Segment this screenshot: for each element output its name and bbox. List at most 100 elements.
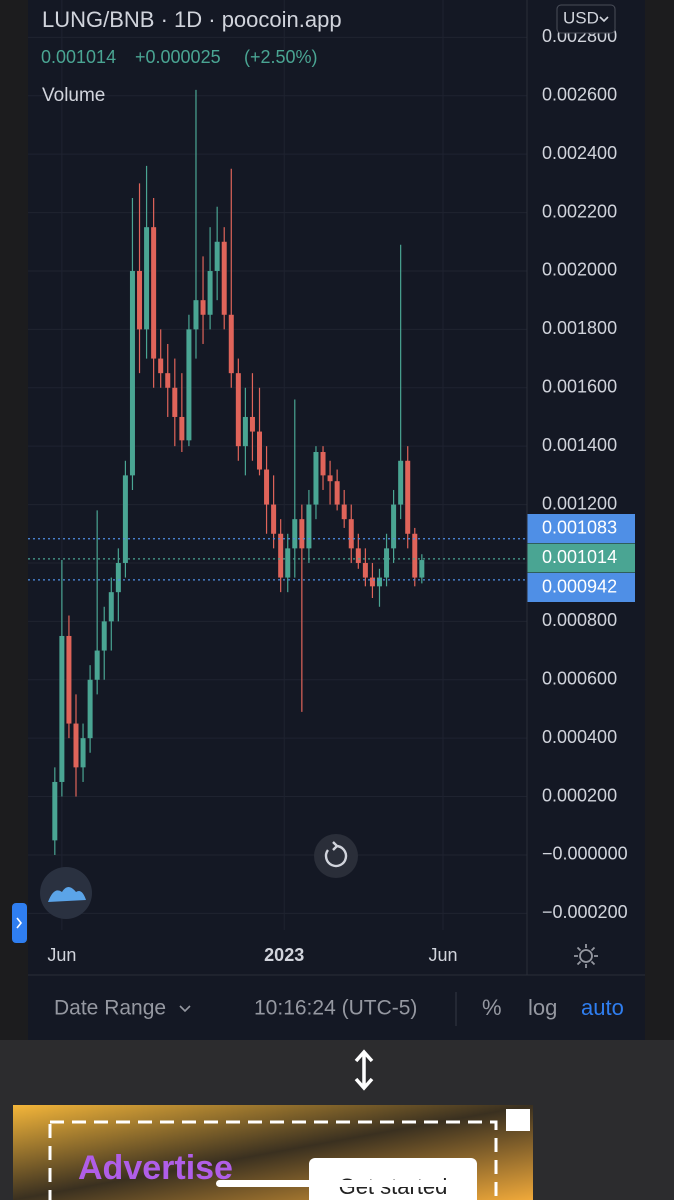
resize-icon[interactable] [354,1049,374,1091]
price-label: 0.000942 [542,576,617,596]
price-label: 0.001014 [542,547,617,567]
candle-body [122,475,128,563]
reset-button[interactable] [314,834,358,878]
candle-body [405,460,411,534]
ad-button[interactable] [309,1158,477,1200]
candle-body [80,738,86,768]
candle-body [66,635,72,724]
y-tick-label: 0.000800 [542,610,617,630]
candle-body [165,373,171,388]
candle-body [52,781,58,841]
home-indicator [216,1180,458,1187]
x-tick-label: 2023 [264,945,304,965]
candle-body [334,481,340,505]
logo-icon [48,887,86,902]
candle-body [137,270,143,330]
candle-body [320,452,326,476]
candle-body [327,475,333,482]
price-label-box [527,543,635,573]
candle-body [362,562,368,578]
candle-body [249,416,255,432]
auto-toggle[interactable]: auto [581,995,624,1020]
candle-body [235,373,241,447]
date-range-chevron [179,1005,191,1013]
price-label-box [527,514,635,543]
legend-change: +0.000025 [135,47,221,67]
side-tab[interactable] [12,903,27,943]
reset-arrow [332,841,339,851]
candle-body [151,227,157,359]
candle-body [341,504,347,520]
candle-body [158,358,164,374]
y-tick-label: 0.001200 [542,493,617,513]
y-tick-label: 0.001400 [542,435,617,455]
candle-body [129,270,135,476]
y-tick-label: −0.000200 [542,902,628,922]
candle-body [221,241,227,315]
candle-body [348,519,354,549]
candle-body [376,577,382,587]
candle-body [186,329,192,441]
x-tick-label: Jun [428,945,457,965]
volume-label: Volume [42,85,105,106]
settings-icon[interactable] [579,949,593,963]
candle-body [193,300,199,330]
y-tick-label: 0.000400 [542,727,617,747]
candle-body [299,519,305,549]
percent-toggle[interactable]: % [482,995,502,1020]
y-tick-label: 0.002000 [542,260,617,280]
candle-body [73,723,79,768]
ad-border [48,1120,498,1200]
candle-body [278,533,284,578]
overlay: 0.0028000.0026000.0024000.0022000.002000… [28,26,635,965]
y-tick-label: 0.002200 [542,201,617,221]
candle-body [391,504,397,549]
currency-chevron [599,16,609,23]
side-tab-arrow [16,917,23,929]
y-tick-label: 0.002600 [542,85,617,105]
y-tick-label: −0.000000 [542,844,628,864]
y-tick-label: 0.000600 [542,669,617,689]
candle-body [94,650,100,680]
currency-label[interactable]: USD [563,8,599,27]
candle-body [214,241,220,271]
candle-body [264,469,270,505]
price-label: 0.001083 [542,517,617,537]
ad-badge [506,1109,530,1131]
ad-headline: Advertise [78,1149,233,1187]
reset-icon [324,844,348,868]
candle-body [313,452,319,505]
x-tick-label: Jun [47,945,76,965]
candle-body [115,562,121,593]
candle-body [200,300,206,315]
candle-body [87,679,93,739]
y-tick-label: 0.002400 [542,143,617,163]
candle-body [144,227,150,330]
log-toggle[interactable]: log [528,995,557,1020]
candle-body [101,621,107,651]
date-range[interactable]: Date Range [54,997,166,1020]
candle-body [108,592,114,622]
candle-body [257,431,263,470]
candle-body [59,635,65,782]
candles [52,89,425,855]
candle-body [292,519,298,549]
settings-rays [574,944,598,968]
y-tick-label: 0.001600 [542,377,617,397]
currency-button[interactable] [556,4,616,34]
price-label-box [527,573,635,602]
candle-body [207,270,213,315]
y-tick-label: 0.000200 [542,785,617,805]
y-tick-label: 0.001800 [542,318,617,338]
candle-body [271,504,277,534]
candle-body [419,560,425,578]
chart-title: LUNG/BNB · 1D · poocoin.app [42,7,342,32]
candle-body [412,533,418,578]
candle-body [285,548,291,578]
candle-body [398,460,404,505]
candle-body [384,548,390,578]
candle-body [355,548,361,563]
candle-body [306,504,312,549]
